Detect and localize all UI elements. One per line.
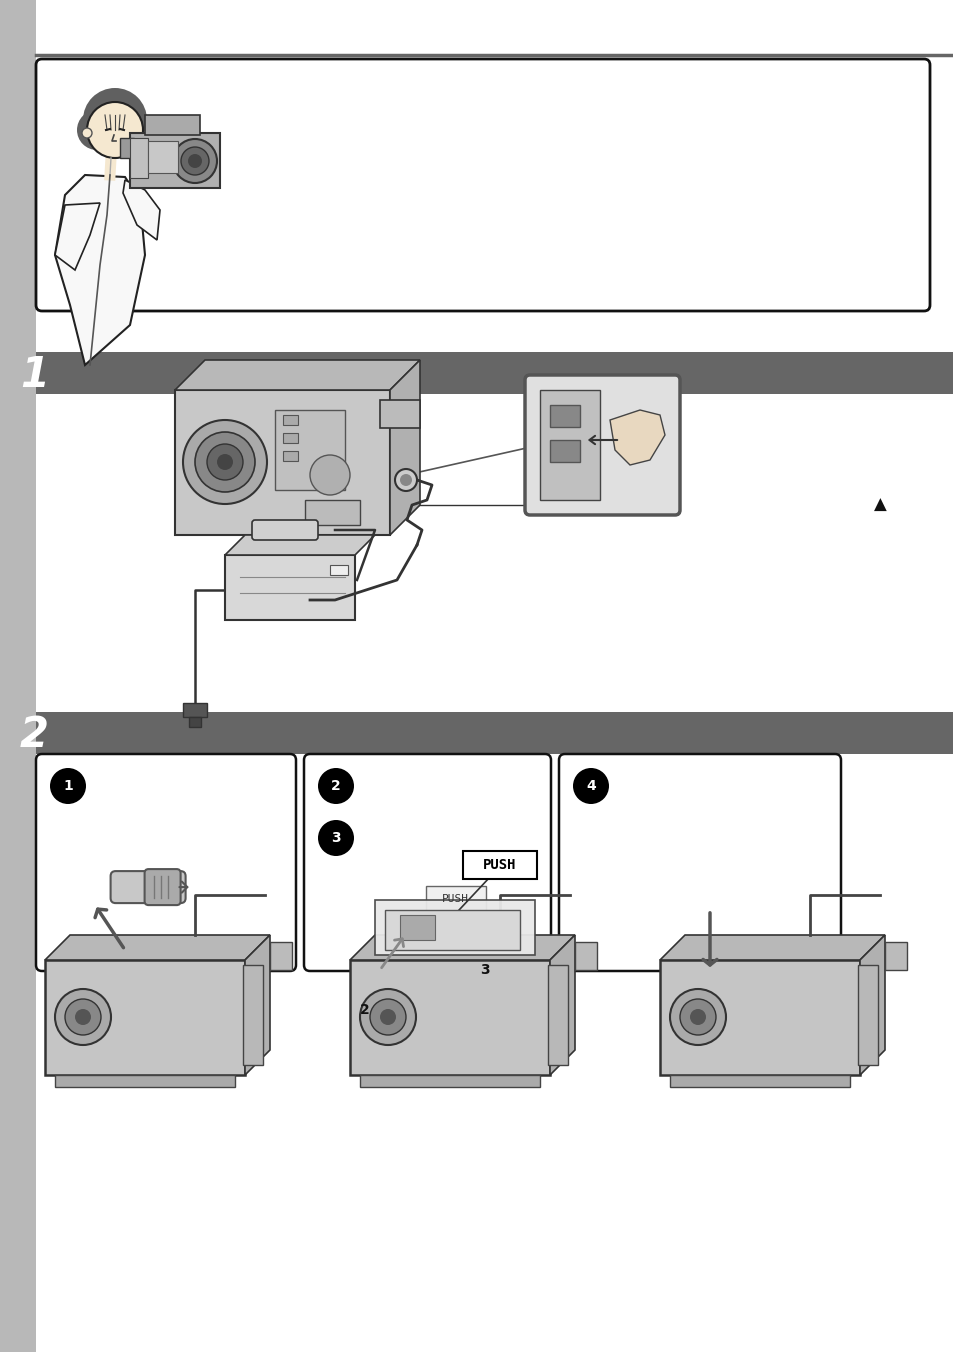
Bar [359,1075,539,1087]
Text: ▲: ▲ [873,496,885,514]
Text: 2: 2 [359,1003,370,1017]
Bar [283,415,297,425]
Circle shape [82,128,91,138]
Text: PUSH: PUSH [483,859,517,872]
Polygon shape [55,174,145,365]
Circle shape [50,768,86,804]
Bar [330,565,348,575]
Circle shape [188,154,202,168]
Bar [283,452,297,461]
Circle shape [573,768,608,804]
Polygon shape [859,936,884,1075]
Bar [550,406,579,427]
Bar [385,910,519,950]
Polygon shape [55,203,100,270]
FancyBboxPatch shape [524,375,679,515]
Bar [189,717,201,727]
FancyBboxPatch shape [111,871,186,903]
FancyBboxPatch shape [252,521,317,539]
Bar [225,556,355,621]
FancyBboxPatch shape [462,850,537,879]
Bar [669,1075,849,1087]
Circle shape [395,469,416,491]
Bar [659,960,859,1075]
Bar [575,942,597,969]
Circle shape [77,110,117,150]
Circle shape [317,821,354,856]
Bar [547,965,567,1065]
Bar [283,433,297,443]
Bar [539,389,599,500]
Circle shape [669,990,725,1045]
Bar [174,389,390,535]
Text: 1: 1 [20,354,49,396]
Circle shape [55,990,111,1045]
Circle shape [359,990,416,1045]
Circle shape [75,1009,91,1025]
Bar [270,942,292,969]
Circle shape [216,454,233,470]
Circle shape [172,139,216,183]
Circle shape [87,101,143,158]
Bar [305,500,359,525]
Circle shape [194,433,254,492]
Bar [120,138,133,158]
Circle shape [370,999,406,1036]
Bar [148,141,178,173]
Bar [550,439,579,462]
Text: 3: 3 [479,963,489,977]
Polygon shape [390,360,419,535]
FancyBboxPatch shape [558,754,841,971]
Polygon shape [245,936,270,1075]
Circle shape [689,1009,705,1025]
Circle shape [317,768,354,804]
Polygon shape [550,936,575,1075]
Text: 2: 2 [20,714,49,756]
Circle shape [65,999,101,1036]
Polygon shape [225,535,375,556]
Bar [884,942,906,969]
Bar [130,138,148,178]
Bar [36,713,953,754]
Bar [183,703,207,717]
Text: 3: 3 [331,831,340,845]
Circle shape [310,456,350,495]
Polygon shape [609,410,664,465]
Bar [0,0,36,1352]
Circle shape [379,1009,395,1025]
Bar [55,1075,234,1087]
Polygon shape [45,936,270,960]
Polygon shape [123,180,160,241]
FancyBboxPatch shape [145,869,180,904]
Circle shape [181,147,209,174]
Bar [399,915,435,940]
Polygon shape [659,936,884,960]
Bar [857,965,877,1065]
Circle shape [679,999,716,1036]
Circle shape [83,88,147,151]
Bar [145,115,200,135]
Bar [274,410,345,489]
Text: 4: 4 [585,779,596,794]
Circle shape [183,420,267,504]
Text: PUSH: PUSH [442,895,469,904]
Text: 2: 2 [331,779,340,794]
Bar [379,400,419,429]
Bar [243,965,263,1065]
Bar [350,960,550,1075]
FancyBboxPatch shape [425,887,485,913]
Circle shape [399,475,412,485]
FancyBboxPatch shape [36,754,295,971]
FancyBboxPatch shape [304,754,551,971]
Polygon shape [350,936,575,960]
Text: 1: 1 [63,779,72,794]
FancyBboxPatch shape [36,59,929,311]
Bar [45,960,245,1075]
Bar [375,900,535,955]
Circle shape [207,443,243,480]
Bar [130,132,220,188]
Bar [36,352,953,393]
Polygon shape [174,360,419,389]
